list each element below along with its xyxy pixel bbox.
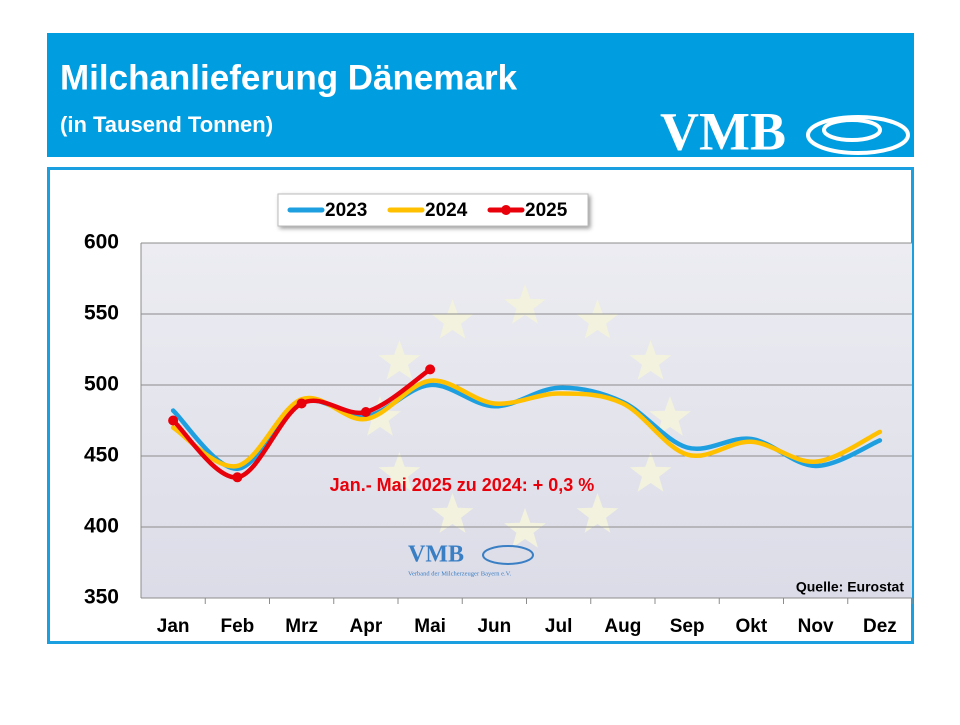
star xyxy=(649,396,691,436)
point-marker xyxy=(168,415,179,426)
x-tick-label: Feb xyxy=(220,616,254,637)
star xyxy=(504,508,546,548)
point-marker xyxy=(425,364,436,375)
annotation: Jan.- Mai 2025 zu 2024: + 0,3 % xyxy=(330,475,595,495)
title: Milchanlieferung Dänemark xyxy=(60,58,518,97)
x-tick-label: Sep xyxy=(670,616,705,637)
x-tick-label: Jun xyxy=(477,616,511,637)
header-bar xyxy=(47,33,914,157)
point-marker xyxy=(360,406,371,417)
star xyxy=(629,452,672,492)
x-tick-label: Okt xyxy=(736,616,768,637)
x-tick-label: Nov xyxy=(798,616,834,637)
star xyxy=(431,493,474,533)
watermark-caption: Verband der Milcherzeuger Bayern e.V. xyxy=(408,570,511,577)
star xyxy=(576,493,619,533)
star xyxy=(576,299,619,339)
logo-swoosh xyxy=(806,115,910,155)
x-tick-label: Jul xyxy=(545,616,572,637)
point-marker xyxy=(232,472,243,483)
star xyxy=(504,284,546,324)
watermark-swoosh xyxy=(482,545,534,565)
legend-label: 2023 xyxy=(325,200,367,221)
legend xyxy=(277,193,589,227)
x-tick-label: Aug xyxy=(604,616,641,637)
source: Quelle: Eurostat xyxy=(796,579,904,595)
star xyxy=(431,299,474,339)
star xyxy=(378,452,421,492)
x-tick-label: Mrz xyxy=(285,616,318,637)
point-marker xyxy=(296,398,307,409)
y-tick-label: 500 xyxy=(84,373,119,396)
x-tick-label: Mai xyxy=(414,616,446,637)
y-tick-label: 400 xyxy=(84,515,119,538)
series-line xyxy=(170,378,883,469)
x-tick-label: Jan xyxy=(157,616,190,637)
y-tick-label: 450 xyxy=(84,444,119,467)
legend-label: 2024 xyxy=(425,200,468,221)
star xyxy=(378,340,421,380)
legend-label: 2025 xyxy=(525,200,568,221)
star xyxy=(629,340,672,380)
legend-marker xyxy=(501,205,511,215)
x-tick-label: Dez xyxy=(863,616,897,637)
x-tick-label: Apr xyxy=(350,616,383,637)
y-tick-label: 600 xyxy=(84,231,119,254)
subtitle: (in Tausend Tonnen) xyxy=(60,112,273,137)
watermark-logo: VMB xyxy=(408,542,464,568)
y-tick-label: 550 xyxy=(84,302,119,325)
y-tick-label: 350 xyxy=(84,586,119,609)
logo: VMB xyxy=(660,101,786,161)
